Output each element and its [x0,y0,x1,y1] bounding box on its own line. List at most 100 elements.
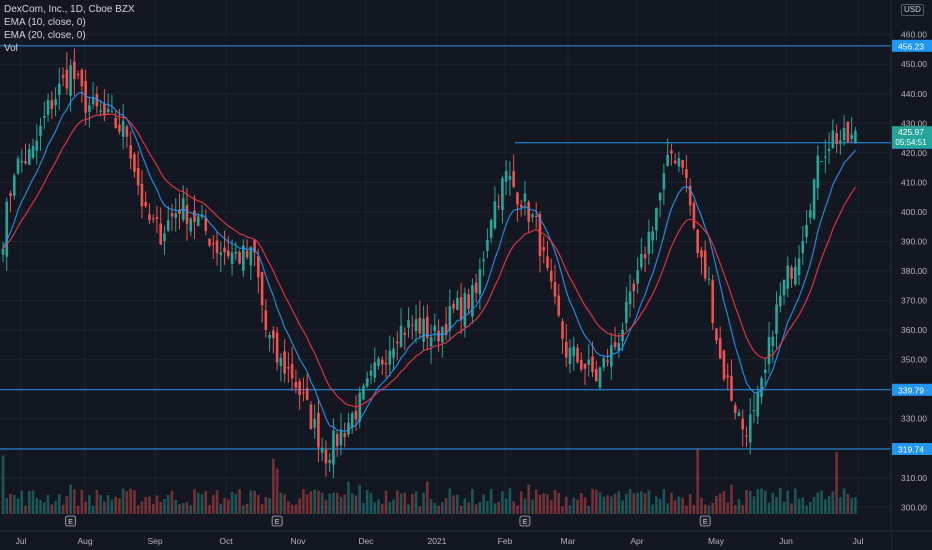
candle[interactable] [688,185,692,206]
last-price-label[interactable]: 425.97 [898,127,924,137]
candle[interactable] [501,178,504,211]
candle[interactable] [482,259,485,262]
candle[interactable] [534,215,538,217]
candle[interactable] [553,282,557,297]
candle[interactable] [399,325,403,348]
candle[interactable] [215,240,219,254]
candle[interactable] [65,69,69,89]
candle[interactable] [200,214,204,217]
candle[interactable] [91,97,95,105]
candle[interactable] [685,169,688,179]
candle[interactable] [309,404,313,430]
candle[interactable] [350,413,354,428]
candle[interactable] [809,210,812,218]
candle[interactable] [12,175,16,196]
candle[interactable] [700,250,703,258]
candle[interactable] [388,350,392,365]
candle[interactable] [272,330,275,339]
candle[interactable] [384,363,388,365]
candle[interactable] [189,218,193,232]
candle[interactable] [797,258,801,276]
candle[interactable] [268,334,271,339]
candle[interactable] [140,183,144,207]
candle[interactable] [27,149,31,165]
candle[interactable] [1,248,5,255]
candle[interactable] [174,213,178,218]
candle[interactable] [46,100,50,115]
candle[interactable] [794,266,797,285]
candle[interactable] [658,192,662,201]
candle[interactable] [576,347,579,363]
candle[interactable] [159,223,163,245]
candle[interactable] [260,272,264,306]
candle[interactable] [538,213,542,256]
candle[interactable] [317,412,320,448]
candle[interactable] [211,243,215,245]
candle[interactable] [471,285,474,317]
candle[interactable] [324,449,328,464]
candle[interactable] [527,202,530,222]
candle[interactable] [178,209,181,215]
candle[interactable] [20,160,24,163]
candle[interactable] [839,140,842,144]
candle[interactable] [820,161,823,163]
candle[interactable] [242,245,245,271]
candle[interactable] [114,117,117,129]
candle[interactable] [84,81,87,113]
candle[interactable] [786,265,790,289]
candle[interactable] [253,240,256,253]
candle[interactable] [125,126,129,137]
candle[interactable] [245,250,249,258]
candle[interactable] [549,270,553,282]
time-axis[interactable]: Jul Aug Sep Oct Nov Dec 2021 Feb Mar Apr May Jun Jul [0,530,932,550]
candle[interactable] [9,193,12,196]
candle[interactable] [771,336,775,346]
candle[interactable] [332,430,335,465]
candle[interactable] [673,160,677,164]
candle[interactable] [715,328,718,341]
candle[interactable] [824,156,827,158]
candle[interactable] [328,460,331,464]
candle[interactable] [76,74,80,76]
candle[interactable] [403,332,407,335]
candle[interactable] [805,224,808,237]
candle[interactable] [347,422,350,435]
candle[interactable] [662,173,666,190]
candle[interactable] [531,214,534,218]
candle[interactable] [677,158,681,167]
candle[interactable] [478,269,482,295]
candle[interactable] [775,304,778,334]
candle[interactable] [523,193,527,202]
candle[interactable] [726,375,730,378]
candle[interactable] [602,358,606,368]
candle[interactable] [238,251,241,264]
candle[interactable] [681,160,684,168]
candle[interactable] [519,204,523,208]
candle[interactable] [587,359,591,365]
candle[interactable] [35,140,39,151]
candle[interactable] [636,269,639,284]
candle[interactable] [579,359,583,370]
ema20-legend[interactable]: EMA (20, close, 0) [4,30,86,41]
candle[interactable] [628,291,632,305]
candle[interactable] [651,231,654,241]
candle[interactable] [741,418,745,430]
candle[interactable] [106,108,110,113]
candle[interactable] [133,154,136,172]
candle[interactable] [54,99,57,106]
candle[interactable] [283,351,286,374]
candle[interactable] [362,386,365,400]
candle[interactable] [444,324,448,336]
candle[interactable] [733,405,737,413]
candle[interactable] [354,410,358,420]
candle[interactable] [264,310,268,330]
candle[interactable] [110,111,114,113]
candle[interactable] [335,434,339,447]
candle[interactable] [718,338,722,359]
ema10-legend[interactable]: EMA (10, close, 0) [4,17,86,28]
candle[interactable] [801,241,805,254]
candle[interactable] [512,171,515,187]
candle[interactable] [275,332,279,363]
earnings-icon[interactable] [65,515,76,527]
